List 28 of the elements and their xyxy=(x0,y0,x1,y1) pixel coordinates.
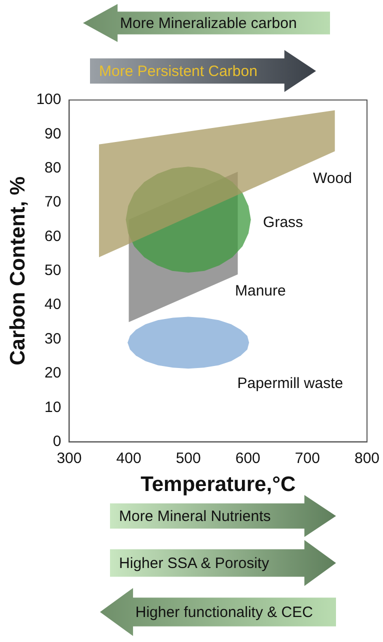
text: More Persistent Carbon xyxy=(99,62,258,82)
text: Higher functionality & CEC xyxy=(135,602,313,622)
text: More Mineral Nutrients xyxy=(119,506,271,526)
y-tick-label: 60 xyxy=(44,228,62,245)
y-tick-label: 80 xyxy=(44,160,62,176)
x-tick-label: 800 xyxy=(354,450,380,467)
text: Higher SSA & Porosity xyxy=(119,554,270,574)
x-tick-label: 700 xyxy=(294,450,320,467)
y-tick-label: 90 xyxy=(44,125,62,142)
x-tick-label: 500 xyxy=(176,450,201,467)
x-tick-label: 400 xyxy=(116,450,142,467)
y-tick-label: 70 xyxy=(44,194,62,211)
y-tick-label: 30 xyxy=(44,330,62,348)
y-tick-label: 0 xyxy=(52,432,62,450)
y-tick-label: 40 xyxy=(44,296,62,314)
y-tick-label: 20 xyxy=(44,364,62,382)
annotation: Papermill waste xyxy=(237,374,344,392)
y-tick-label: 100 xyxy=(36,91,62,108)
y-tick-label: 10 xyxy=(44,398,62,416)
x-axis-title: Temperature,°C xyxy=(140,473,296,496)
annotation: Manure xyxy=(234,282,286,300)
y-axis-title: Carbon Content, % xyxy=(6,176,30,366)
x-tick-label: 300 xyxy=(56,450,82,467)
x-tick-label: 600 xyxy=(235,450,260,467)
annotation: Grass xyxy=(263,214,304,232)
text: More Mineralizable carbon xyxy=(120,14,297,34)
annotation: Wood xyxy=(312,170,352,187)
y-tick-label: 50 xyxy=(44,262,62,280)
